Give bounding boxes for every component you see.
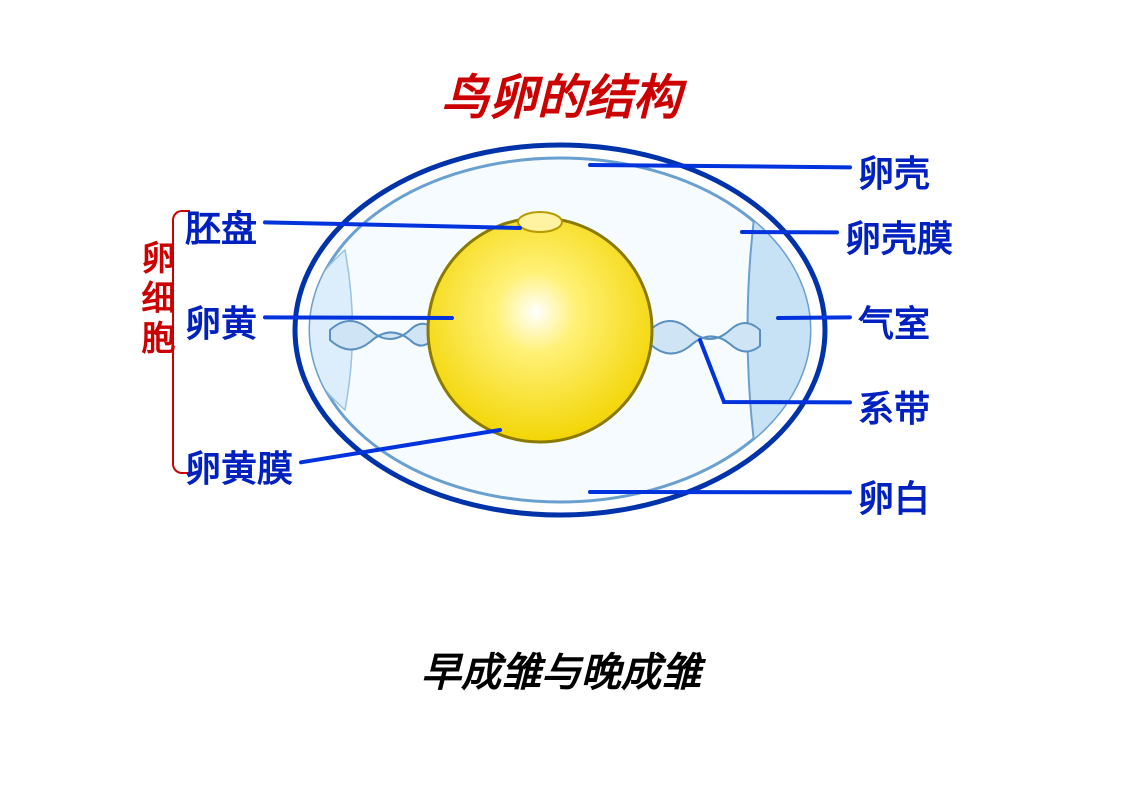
diagram-stage: 鸟卵的结构 bbox=[0, 0, 1122, 793]
label-luanhuangmo: 卵黄膜 bbox=[185, 440, 293, 492]
germinal-disc bbox=[518, 212, 562, 232]
leader-luanke bbox=[590, 165, 850, 167]
label-luanke: 卵壳 bbox=[858, 145, 930, 197]
label-luanbai: 卵白 bbox=[858, 470, 930, 522]
label-luankemo: 卵壳膜 bbox=[845, 210, 953, 262]
label-xidai: 系带 bbox=[858, 380, 930, 432]
leader-qishi bbox=[778, 317, 850, 318]
leader-xidai bbox=[700, 340, 850, 402]
yolk bbox=[428, 218, 652, 442]
leader-luanhuangmo bbox=[301, 430, 500, 462]
label-peipan: 胚盘 bbox=[185, 200, 257, 252]
label-qishi: 气室 bbox=[858, 295, 930, 347]
chalaza-left bbox=[330, 321, 430, 350]
diagram-title: 鸟卵的结构 bbox=[0, 58, 1122, 128]
egg-shell bbox=[295, 145, 825, 515]
diagram-subtitle: 早成雏与晚成雏 bbox=[0, 640, 1122, 698]
egg-membrane bbox=[310, 158, 810, 502]
air-cell bbox=[748, 210, 831, 450]
leader-lines bbox=[265, 165, 850, 492]
title-text: 鸟卵的结构 bbox=[441, 72, 681, 125]
label-luanhuang: 卵黄 bbox=[185, 295, 257, 347]
subtitle-text: 早成雏与晚成雏 bbox=[421, 650, 701, 695]
air-cell-left bbox=[300, 250, 353, 410]
leader-luanhuang bbox=[265, 317, 452, 318]
egg-cell-label: 卵细胞 bbox=[130, 240, 179, 360]
leader-peipan bbox=[265, 222, 520, 228]
egg-cell-text: 卵细胞 bbox=[136, 240, 173, 360]
chalaza-right bbox=[650, 321, 760, 354]
